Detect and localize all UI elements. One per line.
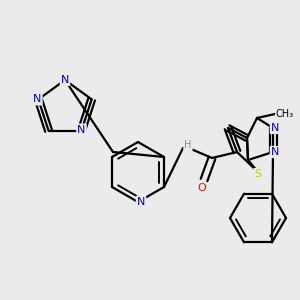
Text: N: N bbox=[271, 147, 279, 157]
Text: N: N bbox=[33, 94, 42, 104]
Text: CH₃: CH₃ bbox=[276, 109, 294, 119]
Text: S: S bbox=[254, 169, 262, 179]
Text: N: N bbox=[137, 197, 145, 207]
Text: N: N bbox=[77, 125, 86, 135]
Text: N: N bbox=[271, 123, 279, 133]
Text: O: O bbox=[198, 183, 206, 193]
Text: N: N bbox=[61, 75, 69, 85]
Text: H: H bbox=[184, 140, 192, 150]
